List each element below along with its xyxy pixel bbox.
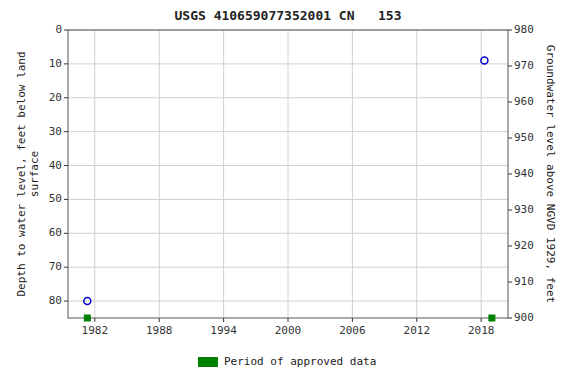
- label-line: surface: [28, 151, 41, 197]
- tick: [64, 165, 68, 166]
- tick: [64, 63, 68, 64]
- grid-line: [68, 233, 508, 234]
- grid-line: [223, 30, 224, 318]
- tick-label: 1994: [210, 324, 237, 337]
- tick-label: 10: [49, 57, 62, 70]
- tick-label: 970: [514, 59, 534, 72]
- tick-label: 60: [49, 226, 62, 239]
- point: [84, 315, 90, 321]
- tick: [64, 97, 68, 98]
- tick-label: 950: [514, 131, 534, 144]
- grid-line: [481, 30, 482, 318]
- tick: [64, 131, 68, 132]
- tick-label: 940: [514, 167, 534, 180]
- tick: [508, 318, 512, 319]
- point: [481, 57, 488, 64]
- grid-line: [68, 131, 508, 132]
- tick: [64, 267, 68, 268]
- y-axis-label: Depth to water level, feet below landsur…: [15, 51, 41, 296]
- tick-label: 0: [55, 23, 62, 36]
- tick: [508, 30, 512, 31]
- legend: Period of approved data: [198, 355, 376, 368]
- grid-line: [416, 30, 417, 318]
- grid-line: [68, 165, 508, 166]
- tick-label: 920: [514, 239, 534, 252]
- plot-area: [68, 30, 508, 318]
- tick-label: 1982: [82, 324, 109, 337]
- grid-line: [68, 267, 508, 268]
- tick-label: 40: [49, 159, 62, 172]
- tick-label: 2018: [468, 324, 495, 337]
- tick: [64, 30, 68, 31]
- tick: [352, 318, 353, 322]
- tick-label: 1988: [146, 324, 173, 337]
- chart: 1982 1988 1994 2000 2006 2012 2018 0 10 20 30 40 50 6…: [0, 0, 576, 384]
- tick: [508, 210, 512, 211]
- grid-line: [94, 30, 95, 318]
- grid: [68, 30, 508, 318]
- tick: [416, 318, 417, 322]
- tick: [508, 66, 512, 67]
- tick-label: 80: [49, 294, 62, 307]
- grid-line: [352, 30, 353, 318]
- tick: [94, 318, 95, 322]
- grid-line: [159, 30, 160, 318]
- tick-label: 30: [49, 125, 62, 138]
- tick-label: 930: [514, 203, 534, 216]
- tick-label: 70: [49, 260, 62, 273]
- grid-line: [68, 301, 508, 302]
- tick: [223, 318, 224, 322]
- tick: [508, 246, 512, 247]
- y2-axis-label: Groundwater level above NGVD 1929, feet: [544, 45, 557, 303]
- legend-swatch: [198, 357, 218, 367]
- grid-line: [68, 199, 508, 200]
- tick: [159, 318, 160, 322]
- tick-label: 980: [514, 23, 534, 36]
- axes: 1982 1988 1994 2000 2006 2012 2018 0 10 20 30 40 50 6…: [49, 23, 534, 337]
- point: [489, 315, 495, 321]
- tick-label: 900: [514, 311, 534, 324]
- legend-label: Period of approved data: [224, 355, 376, 368]
- grid-line: [68, 97, 508, 98]
- tick-label: 2006: [339, 324, 366, 337]
- plot-frame: [68, 30, 508, 318]
- tick-label: 2012: [404, 324, 431, 337]
- tick: [64, 199, 68, 200]
- title: USGS 410659077352001 CN 153: [175, 8, 402, 23]
- tick-label: 20: [49, 91, 62, 104]
- tick: [508, 282, 512, 283]
- tick: [288, 318, 289, 322]
- tick: [508, 138, 512, 139]
- tick: [64, 233, 68, 234]
- tick: [64, 301, 68, 302]
- tick: [481, 318, 482, 322]
- tick-label: 50: [49, 192, 62, 205]
- point: [84, 298, 91, 305]
- grid-line: [288, 30, 289, 318]
- data: [84, 57, 495, 321]
- grid-line: [68, 63, 508, 64]
- tick-label: 910: [514, 275, 534, 288]
- label-line: Depth to water level, feet below land: [15, 51, 28, 296]
- tick: [508, 174, 512, 175]
- tick-label: 960: [514, 95, 534, 108]
- tick-label: 2000: [275, 324, 302, 337]
- tick: [508, 102, 512, 103]
